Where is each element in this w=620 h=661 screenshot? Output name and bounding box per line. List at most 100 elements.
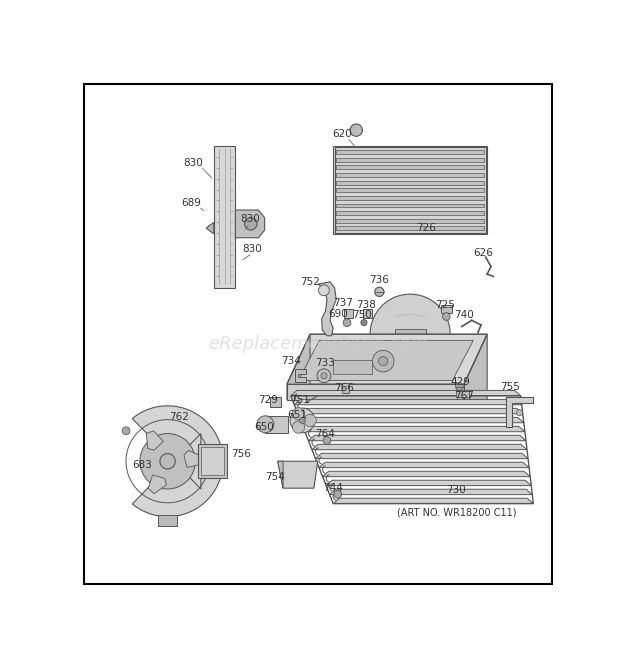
- Text: 730: 730: [446, 485, 466, 494]
- Text: 737: 737: [333, 298, 353, 309]
- Text: 689: 689: [181, 198, 201, 208]
- Text: 762: 762: [169, 412, 189, 422]
- Circle shape: [343, 319, 351, 327]
- Text: 830: 830: [183, 158, 203, 169]
- Circle shape: [373, 350, 394, 372]
- Bar: [201, 447, 224, 475]
- Text: 726: 726: [415, 223, 435, 233]
- Text: 738: 738: [356, 300, 376, 310]
- Circle shape: [293, 421, 304, 433]
- Circle shape: [370, 294, 450, 374]
- Polygon shape: [333, 498, 533, 504]
- Bar: [395, 329, 425, 346]
- Polygon shape: [312, 444, 527, 449]
- Text: 830: 830: [242, 245, 262, 254]
- Polygon shape: [316, 453, 528, 459]
- Text: 751: 751: [290, 395, 310, 405]
- Polygon shape: [294, 399, 521, 405]
- Text: 830: 830: [240, 214, 260, 223]
- Bar: [336, 204, 484, 208]
- Bar: [158, 515, 177, 526]
- Bar: [434, 373, 440, 380]
- Bar: [441, 305, 452, 313]
- Text: 736: 736: [370, 275, 389, 286]
- Polygon shape: [206, 223, 214, 234]
- Text: 766: 766: [334, 383, 354, 393]
- Polygon shape: [330, 489, 533, 494]
- Polygon shape: [287, 334, 487, 384]
- Text: 683: 683: [132, 460, 152, 470]
- Bar: [363, 309, 373, 318]
- Polygon shape: [184, 450, 202, 467]
- Bar: [265, 416, 288, 433]
- Text: 690: 690: [329, 309, 348, 319]
- Text: 740: 740: [454, 310, 474, 320]
- Bar: [416, 373, 422, 380]
- Text: 733: 733: [316, 358, 335, 368]
- Polygon shape: [506, 397, 533, 426]
- Text: 626: 626: [473, 249, 494, 258]
- Polygon shape: [214, 145, 236, 288]
- Bar: [380, 373, 386, 380]
- Text: 729: 729: [258, 395, 278, 405]
- Bar: [342, 383, 348, 393]
- Circle shape: [122, 427, 130, 434]
- Text: eReplacementParts.com: eReplacementParts.com: [208, 335, 428, 353]
- Text: 752: 752: [300, 277, 320, 287]
- Circle shape: [299, 417, 306, 424]
- Polygon shape: [322, 471, 530, 477]
- Bar: [456, 391, 469, 397]
- Text: 734: 734: [281, 356, 301, 366]
- Bar: [336, 219, 484, 223]
- Bar: [336, 158, 484, 162]
- Circle shape: [443, 313, 450, 321]
- Circle shape: [257, 416, 274, 433]
- Circle shape: [321, 373, 327, 379]
- Bar: [198, 444, 228, 478]
- Polygon shape: [278, 461, 317, 488]
- Bar: [336, 196, 484, 200]
- Bar: [333, 360, 371, 374]
- Bar: [333, 145, 487, 234]
- Text: 767: 767: [454, 391, 474, 401]
- Text: 755: 755: [500, 381, 520, 391]
- Polygon shape: [291, 391, 521, 396]
- Circle shape: [516, 410, 523, 416]
- Text: (ART NO. WR18200 C11): (ART NO. WR18200 C11): [397, 508, 516, 518]
- Polygon shape: [146, 431, 163, 450]
- Circle shape: [379, 356, 388, 366]
- Bar: [335, 147, 485, 233]
- Text: 620: 620: [332, 129, 352, 139]
- Circle shape: [361, 319, 367, 326]
- Polygon shape: [132, 406, 223, 517]
- Circle shape: [304, 414, 316, 426]
- Bar: [336, 188, 484, 192]
- Circle shape: [319, 285, 329, 295]
- Bar: [336, 180, 484, 184]
- Text: 725: 725: [435, 300, 454, 310]
- Polygon shape: [148, 475, 166, 494]
- Polygon shape: [464, 334, 487, 400]
- Bar: [270, 397, 281, 407]
- Polygon shape: [278, 461, 283, 488]
- Circle shape: [140, 434, 195, 489]
- Polygon shape: [287, 384, 464, 400]
- Circle shape: [374, 288, 384, 297]
- Circle shape: [317, 369, 331, 383]
- Text: 429: 429: [450, 377, 470, 387]
- Bar: [336, 150, 484, 154]
- Circle shape: [350, 124, 363, 136]
- Circle shape: [456, 383, 463, 391]
- Polygon shape: [308, 436, 526, 441]
- Circle shape: [245, 217, 257, 230]
- Polygon shape: [317, 282, 336, 336]
- Circle shape: [334, 490, 342, 498]
- Polygon shape: [236, 210, 265, 238]
- Bar: [336, 165, 484, 169]
- Polygon shape: [326, 481, 531, 486]
- Bar: [336, 211, 484, 215]
- Polygon shape: [298, 408, 523, 414]
- Text: 750: 750: [352, 310, 371, 320]
- Circle shape: [290, 408, 315, 433]
- Text: 754: 754: [265, 472, 285, 482]
